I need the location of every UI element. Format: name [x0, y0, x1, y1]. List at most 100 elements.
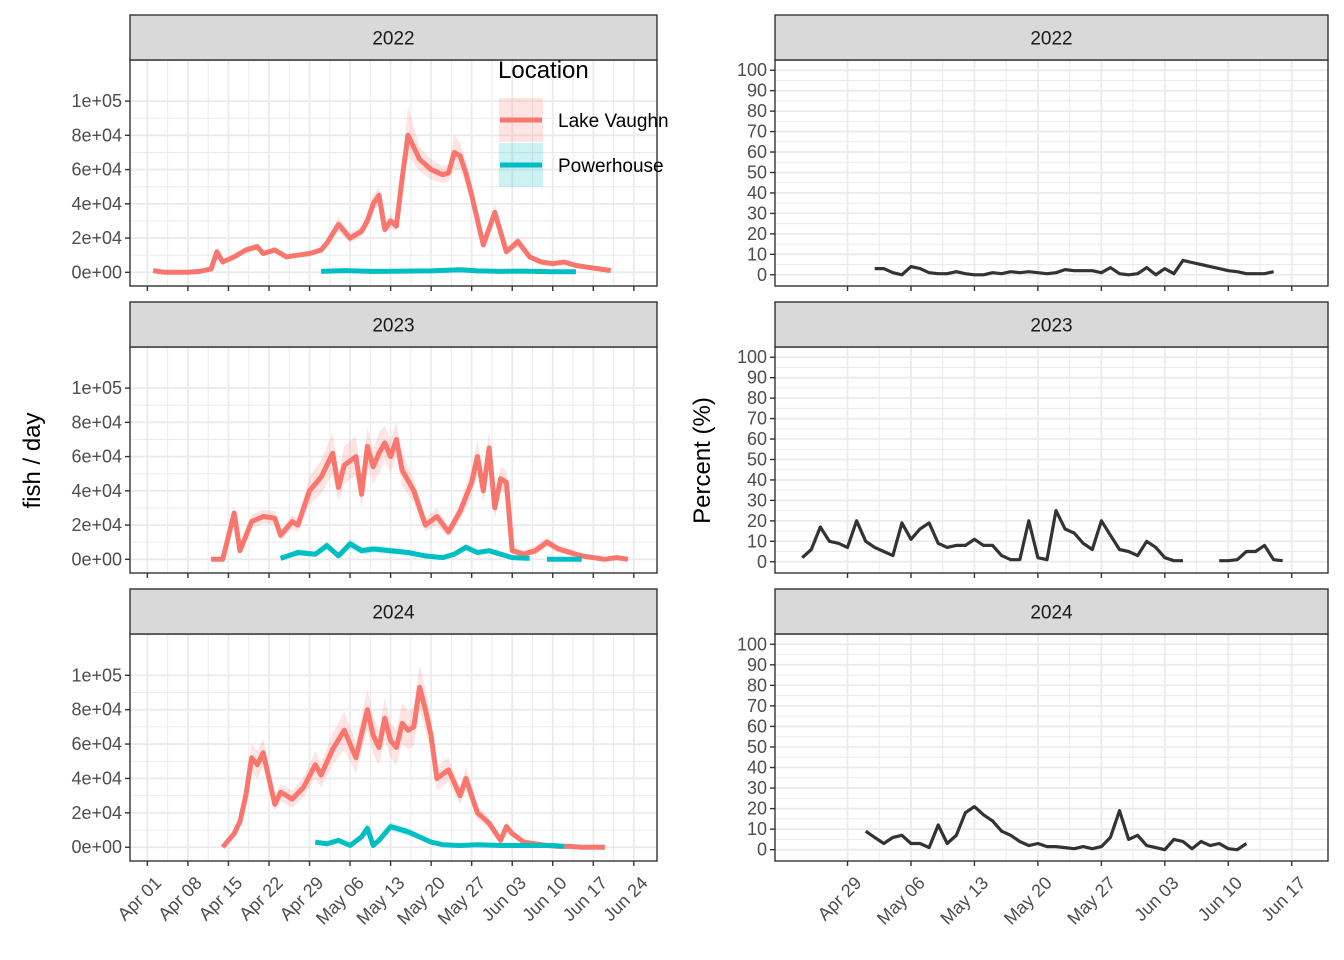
series-line-lake-vaughn — [152, 132, 612, 275]
x-axis — [146, 573, 635, 578]
facet-strip-label: 2022 — [372, 29, 414, 50]
y-tick-label: 100 — [737, 634, 767, 654]
y-tick-label: 8e+04 — [71, 125, 122, 145]
facet-count-2023: 2023 0e+00 2e+04 4e+04 6e+04 8e+04 1e+05 — [71, 301, 658, 578]
x-tick-label: Jun 03 — [478, 873, 530, 925]
grid-lines — [130, 60, 657, 286]
y-tick-label: 70 — [747, 122, 767, 142]
series-line-lake-vaughn — [211, 437, 629, 562]
y-axis-title: fish / day — [19, 412, 46, 508]
series-line-powerhouse — [314, 824, 565, 849]
y-tick-label: 80 — [747, 101, 767, 121]
y-tick-label: 20 — [747, 224, 767, 244]
y-tick-label: 10 — [747, 244, 767, 264]
y-tick-label: 6e+04 — [71, 160, 122, 180]
series-lake-vaughn — [211, 422, 629, 562]
series-percent — [1219, 543, 1283, 563]
facet-strip-background — [774, 14, 1329, 61]
legend-item-lake-vaughn: Lake Vaughn — [499, 98, 669, 142]
series-percent — [864, 804, 1248, 852]
x-axis: Apr 29 May 06 May 13 May 20 May 27 Jun 03 Jun … — [814, 861, 1310, 929]
y-tick-label: 10 — [747, 531, 767, 551]
x-tick-label: May 27 — [1063, 873, 1119, 929]
x-tick-label: May 06 — [873, 873, 929, 929]
y-tick-label: 30 — [747, 778, 767, 798]
y-tick-label: 0 — [757, 840, 767, 860]
facet-strip-background — [129, 588, 658, 635]
facet-strip: 2022 — [129, 14, 658, 61]
y-tick-label: 70 — [747, 696, 767, 716]
y-tick-label: 8e+04 — [71, 700, 122, 720]
y-tick-label: 40 — [747, 470, 767, 490]
x-axis — [846, 286, 1293, 291]
y-tick-label: 20 — [747, 799, 767, 819]
y-tick-label: 100 — [737, 347, 767, 367]
y-tick-label: 0e+00 — [71, 549, 122, 569]
x-tick-label: Jun 17 — [1257, 873, 1309, 925]
y-tick-label: 2e+04 — [71, 803, 122, 823]
y-tick-label: 60 — [747, 716, 767, 736]
series-percent — [874, 258, 1274, 277]
grid-lines — [775, 60, 1328, 286]
y-tick-label: 30 — [747, 490, 767, 510]
facet-strip: 2024 — [774, 588, 1329, 635]
y-tick-label: 50 — [747, 737, 767, 757]
y-tick-label: 30 — [747, 203, 767, 223]
y-tick-label: 60 — [747, 429, 767, 449]
x-tick-label: May 20 — [1000, 873, 1056, 929]
legend-item-powerhouse: Powerhouse — [499, 143, 664, 187]
y-tick-label: 0e+00 — [71, 262, 122, 282]
x-tick-label: May 13 — [936, 873, 992, 929]
x-tick-label: Jun 17 — [559, 873, 611, 925]
y-tick-label: 1e+05 — [71, 378, 122, 398]
y-tick-label: 100 — [737, 60, 767, 80]
y-tick-label: 4e+04 — [71, 194, 122, 214]
legend-label: Lake Vaughn — [558, 111, 669, 132]
x-axis — [846, 573, 1293, 578]
y-tick-label: 80 — [747, 675, 767, 695]
facet-strip: 2023 — [774, 301, 1329, 348]
series-line-percent — [864, 804, 1248, 852]
series-percent — [801, 509, 1183, 563]
y-tick-label: 8e+04 — [71, 412, 122, 432]
series-line-percent — [1219, 543, 1283, 563]
facet-count-2024: 2024 0e+00 2e+04 4e+04 6e+04 8e+04 1e+05 Apr 01… — [71, 588, 658, 929]
x-tick-label: Jun 10 — [1194, 873, 1246, 925]
facet-strip-background — [129, 14, 658, 61]
facet-strip-label: 2024 — [372, 603, 415, 624]
series-lake-vaughn — [152, 106, 612, 275]
series-powerhouse — [279, 538, 530, 561]
series-powerhouse — [321, 267, 576, 275]
series-line-lake-vaughn — [220, 684, 605, 850]
y-tick-label: 70 — [747, 409, 767, 429]
y-tick-label: 2e+04 — [71, 228, 122, 248]
legend-title: Location — [498, 57, 589, 84]
x-tick-label: Apr 29 — [814, 873, 866, 925]
grid-lines — [130, 634, 657, 861]
y-tick-label: 0 — [757, 265, 767, 285]
facet-strip: 2024 — [129, 588, 658, 635]
series-line-percent — [801, 509, 1183, 563]
x-tick-label: Apr 22 — [235, 873, 287, 925]
facet-strip-label: 2022 — [1030, 29, 1072, 50]
y-tick-label: 1e+05 — [71, 665, 122, 685]
y-tick-label: 40 — [747, 758, 767, 778]
y-axis-title: Percent (%) — [689, 397, 716, 524]
y-tick-label: 90 — [747, 81, 767, 101]
series-powerhouse — [547, 556, 582, 562]
y-axis: 0e+00 2e+04 4e+04 6e+04 8e+04 1e+05 — [71, 665, 130, 857]
facet-strip-label: 2023 — [372, 316, 414, 337]
y-tick-label: 40 — [747, 183, 767, 203]
series-lake-vaughn — [220, 665, 605, 850]
y-tick-label: 50 — [747, 162, 767, 182]
y-tick-label: 0 — [757, 552, 767, 572]
y-tick-label: 20 — [747, 511, 767, 531]
plot-background — [130, 60, 657, 286]
y-tick-label: 60 — [747, 142, 767, 162]
